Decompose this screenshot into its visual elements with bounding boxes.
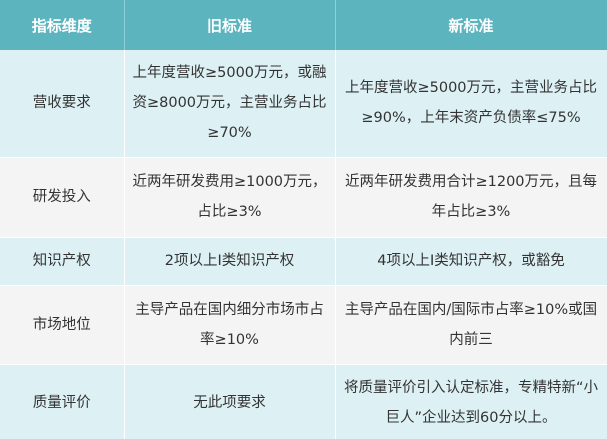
cell: 近两年研发费用合计≥1200万元，且每年占比≥3% <box>335 157 607 238</box>
row-label: 研发投入 <box>0 157 125 238</box>
cell: 上年度营收≥5000万元，主营业务占比≥90%，上年末资产负债率≤75% <box>335 50 607 158</box>
table-row: 知识产权 2项以上Ⅰ类知识产权 4项以上Ⅰ类知识产权，或豁免 <box>0 237 607 286</box>
cell: 无此项要求 <box>124 364 336 439</box>
row-label: 营收要求 <box>0 50 125 158</box>
cell: 近两年研发费用≥1000万元，占比≥3% <box>124 157 336 238</box>
table-row: 市场地位 主导产品在国内细分市场市占率≥10% 主导产品在国内/国际市占率≥10%或… <box>0 285 607 365</box>
table-row: 研发投入 近两年研发费用≥1000万元，占比≥3% 近两年研发费用合计≥1200万元… <box>0 157 607 238</box>
cell: 将质量评价引入认定标准，专精特新“小巨人”企业达到60分以上。 <box>335 364 607 439</box>
cell: 4项以上Ⅰ类知识产权，或豁免 <box>335 237 607 286</box>
table-body: 营收要求 上年度营收≥5000万元，或融资≥8000万元，主营业务占比≥70% 上年… <box>0 50 607 439</box>
cell: 主导产品在国内/国际市占率≥10%或国内前三 <box>335 285 607 365</box>
table-row: 质量评价 无此项要求 将质量评价引入认定标准，专精特新“小巨人”企业达到60分以上。 <box>0 364 607 439</box>
header-cell: 指标维度 <box>0 0 125 50</box>
table-row: 营收要求 上年度营收≥5000万元，或融资≥8000万元，主营业务占比≥70% 上年… <box>0 50 607 158</box>
cell: 主导产品在国内细分市场市占率≥10% <box>124 285 336 365</box>
header-row: 指标维度 旧标准 新标准 <box>0 0 607 50</box>
row-label: 市场地位 <box>0 285 125 365</box>
header-cell: 旧标准 <box>124 0 336 50</box>
row-label: 质量评价 <box>0 364 125 439</box>
row-label: 知识产权 <box>0 237 125 286</box>
cell: 2项以上Ⅰ类知识产权 <box>124 237 336 286</box>
cell: 上年度营收≥5000万元，或融资≥8000万元，主营业务占比≥70% <box>124 50 336 158</box>
header-cell: 新标准 <box>335 0 607 50</box>
